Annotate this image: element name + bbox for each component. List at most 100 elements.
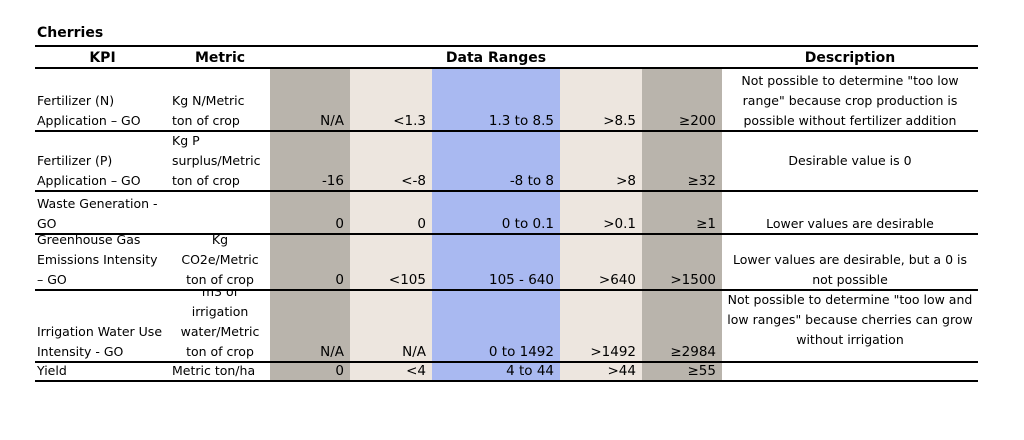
range-cell-text: ≥32 — [687, 173, 717, 189]
column-header: Metric — [170, 47, 270, 68]
column-header-text: Metric — [194, 49, 246, 66]
metric-cell: Kg CO2e/Metric ton of crop — [172, 234, 270, 290]
row-border — [35, 45, 978, 47]
range-cell: ≥200 — [642, 68, 722, 131]
range-cell: N/A — [270, 68, 350, 131]
column-header: Description — [722, 47, 978, 68]
metric-cell: Metric ton/ha — [172, 362, 270, 381]
column-header: KPI — [35, 47, 170, 68]
range-cell-text: -8 to 8 — [509, 173, 554, 189]
column-header-text: Data Ranges — [445, 49, 547, 66]
kpi-cell-text: Yield — [37, 363, 67, 378]
range-cell-text: 0 — [335, 272, 344, 288]
range-cell: ≥2984 — [642, 290, 722, 362]
range-cell-text: -16 — [321, 173, 344, 189]
range-cell: 0 to 1492 — [432, 290, 560, 362]
range-column-bg — [560, 68, 642, 381]
range-cell: 0 — [270, 362, 350, 381]
range-cell: >1500 — [642, 234, 722, 290]
range-cell: N/A — [270, 290, 350, 362]
column-header-text: Description — [804, 49, 896, 66]
kpi-cell-text: Greenhouse Gas Emissions Intensity – GO — [37, 234, 158, 287]
range-cell: 4 to 44 — [432, 362, 560, 381]
kpi-cell-text: Irrigation Water Use Intensity - GO — [37, 324, 163, 359]
kpi-cell: Irrigation Water Use Intensity - GO — [37, 290, 170, 362]
description-cell-text: Lower values are desirable — [766, 216, 934, 231]
description-cell: Lower values are desirable — [722, 191, 978, 234]
range-cell-text: <-8 — [401, 173, 426, 189]
range-cell: ≥1 — [642, 191, 722, 234]
range-column-bg — [642, 68, 722, 381]
row-border — [35, 190, 978, 192]
row-border — [35, 380, 978, 382]
kpi-cell: Yield — [37, 362, 170, 381]
row-border — [35, 233, 978, 235]
metric-cell: m3 of irrigation water/Metric ton of cro… — [172, 290, 270, 362]
range-cell: >1492 — [560, 290, 642, 362]
range-cell-text: <1.3 — [393, 113, 426, 129]
metric-cell-text: Kg CO2e/Metric ton of crop — [181, 234, 259, 287]
range-cell: 0 — [270, 234, 350, 290]
range-cell-text: ≥2984 — [670, 344, 716, 360]
range-cell-text: >8.5 — [603, 113, 636, 129]
description-cell-text: Not possible to determine "too low range… — [741, 73, 959, 128]
kpi-cell: Fertilizer (P) Application – GO — [37, 131, 170, 191]
kpi-cell-text: Fertilizer (P) Application – GO — [37, 153, 141, 188]
range-cell-text: 0 to 0.1 — [501, 216, 554, 232]
description-cell: Desirable value is 0 — [722, 131, 978, 191]
table-title: Cherries — [37, 25, 104, 41]
range-cell: 0 — [270, 191, 350, 234]
range-cell: >640 — [560, 234, 642, 290]
range-cell: >8 — [560, 131, 642, 191]
column-header: Data Ranges — [270, 47, 722, 68]
metric-cell-text: Kg N/Metric ton of crop — [172, 93, 245, 128]
range-cell-text: ≥55 — [687, 363, 717, 379]
range-cell: 0 to 0.1 — [432, 191, 560, 234]
range-cell-text: ≥1 — [696, 216, 716, 232]
range-cell-text: 105 - 640 — [489, 272, 554, 288]
range-cell: -8 to 8 — [432, 131, 560, 191]
row-border — [35, 67, 978, 69]
range-cell-text: N/A — [320, 344, 344, 360]
range-column-bg — [270, 68, 350, 381]
range-cell-text: >1492 — [590, 344, 636, 360]
range-cell: ≥32 — [642, 131, 722, 191]
description-cell-text: Not possible to determine "too low and l… — [727, 292, 973, 347]
description-cell-text: Lower values are desirable, but a 0 is n… — [733, 252, 967, 287]
kpi-cell: Greenhouse Gas Emissions Intensity – GO — [37, 234, 170, 290]
range-cell-text: >8 — [616, 173, 636, 189]
range-column-bg — [350, 68, 432, 381]
range-cell: 0 — [350, 191, 432, 234]
range-cell-text: >44 — [607, 363, 637, 379]
range-cell: <-8 — [350, 131, 432, 191]
range-cell-text: 0 — [335, 216, 344, 232]
metric-cell-text: m3 of irrigation water/Metric ton of cro… — [180, 290, 260, 359]
row-border — [35, 130, 978, 132]
row-border — [35, 289, 978, 291]
range-cell-text: <105 — [388, 272, 426, 288]
metric-cell: Kg N/Metric ton of crop — [172, 68, 270, 131]
range-cell: >8.5 — [560, 68, 642, 131]
range-column-bg — [432, 68, 560, 381]
range-cell-text: 4 to 44 — [506, 363, 554, 379]
range-cell: 105 - 640 — [432, 234, 560, 290]
kpi-cell: Food Loss and Waste Generation - GO — [37, 191, 170, 234]
metric-cell: Kg P surplus/Metric ton of crop — [172, 131, 270, 191]
row-border — [35, 361, 978, 363]
kpi-cell-text: Food Loss and Waste Generation - GO — [37, 196, 158, 231]
description-cell: Not possible to determine "too low range… — [722, 68, 978, 131]
range-cell: ≥55 — [642, 362, 722, 381]
description-cell: Lower values are desirable, but a 0 is n… — [722, 234, 978, 290]
range-cell-text: <4 — [406, 363, 426, 379]
column-header-text: KPI — [89, 49, 116, 66]
range-cell: N/A — [350, 290, 432, 362]
range-cell: <4 — [350, 362, 432, 381]
range-cell: 1.3 to 8.5 — [432, 68, 560, 131]
metric-cell-text: Kg P surplus/Metric ton of crop — [172, 133, 261, 188]
range-cell: <1.3 — [350, 68, 432, 131]
range-cell: >44 — [560, 362, 642, 381]
range-cell-text: 0 to 1492 — [488, 344, 554, 360]
kpi-cell: Fertilizer (N) Application – GO — [37, 68, 170, 131]
description-cell: Not possible to determine "too low and l… — [722, 290, 978, 362]
range-cell: -16 — [270, 131, 350, 191]
